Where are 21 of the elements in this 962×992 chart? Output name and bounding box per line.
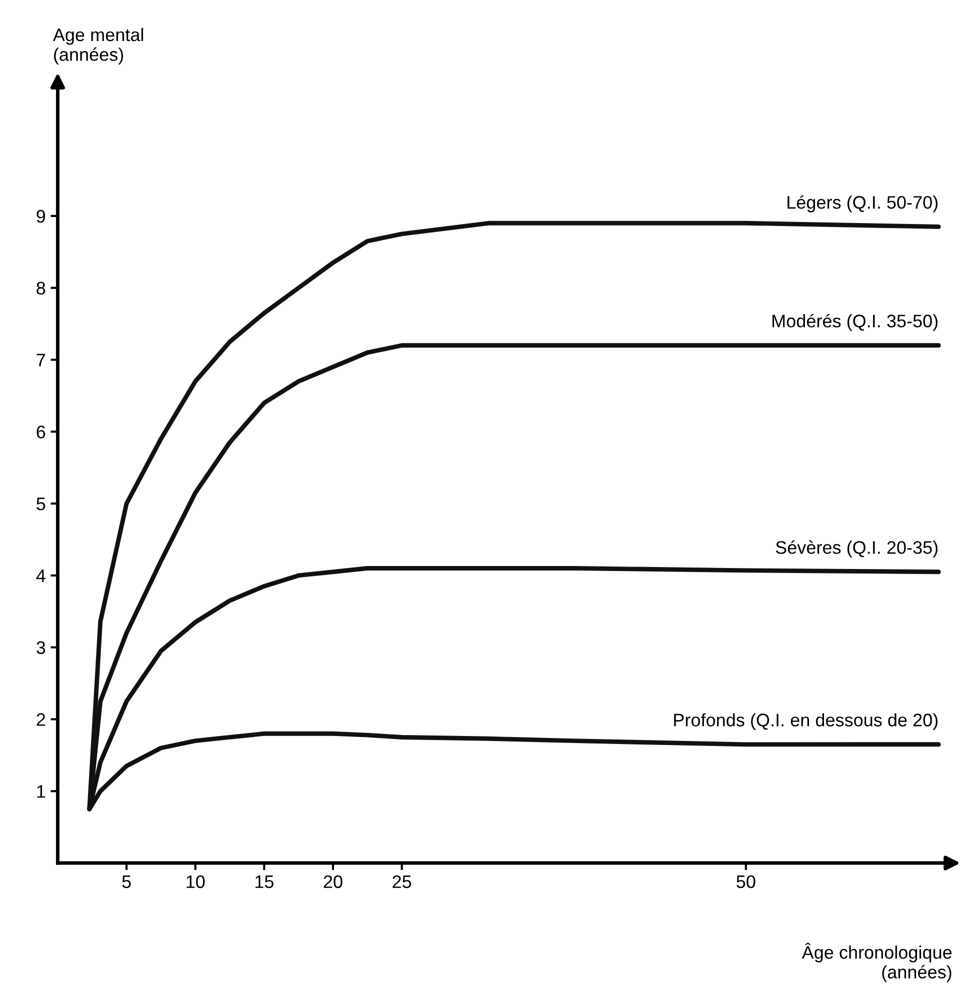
- y-tick-label: 7: [36, 354, 46, 366]
- y-tick-label: 3: [36, 641, 46, 654]
- x-axis-title: Âge chronologique (années): [802, 942, 952, 982]
- y-tick-label: 2: [36, 713, 46, 726]
- y-tick-label: 5: [36, 498, 46, 510]
- x-tick-label: 10: [186, 875, 205, 888]
- series-label: Modérés (Q.I. 35-50): [772, 314, 938, 331]
- x-tick-label: 50: [736, 875, 756, 888]
- series-label: Légers (Q.I. 50-70): [788, 195, 938, 212]
- y-axis-title: Age mental (années): [52, 28, 144, 64]
- series-label: Sévères (Q.I. 20-35): [776, 540, 938, 558]
- x-tick-label: 5: [122, 876, 131, 888]
- x-tick-label: 20: [324, 875, 342, 888]
- y-tick-label: 4: [36, 570, 46, 582]
- y-tick-label: 8: [36, 282, 46, 295]
- y-tick-label: 1: [37, 785, 46, 798]
- x-tick-label: 25: [392, 875, 412, 888]
- y-tick-label: 9: [36, 210, 46, 223]
- series-label: Profonds (Q.I. en dessous de 20): [674, 713, 938, 730]
- y-tick-label: 6: [36, 426, 46, 438]
- x-tick-label: 15: [256, 876, 274, 888]
